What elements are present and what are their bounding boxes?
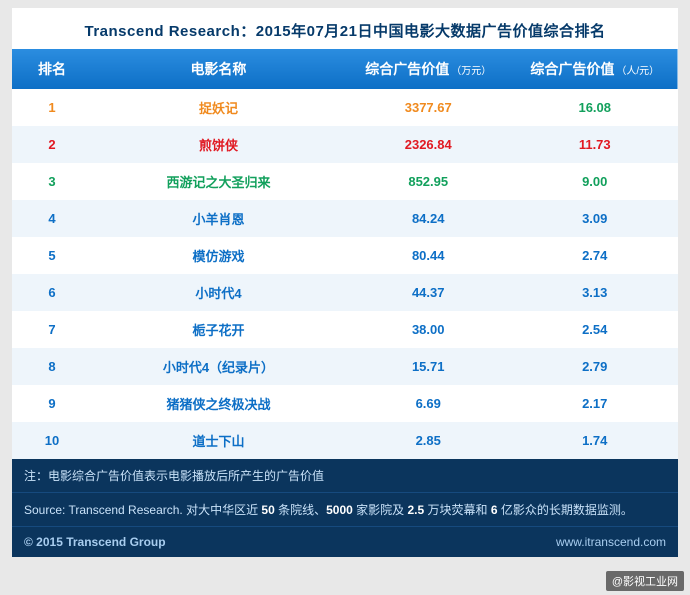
cell-name: 捉妖记 — [92, 89, 345, 126]
table-row: 6小时代444.373.13 — [12, 274, 678, 311]
table-row: 7栀子花开38.002.54 — [12, 311, 678, 348]
cell-value-wan: 84.24 — [345, 200, 512, 237]
cell-rank: 1 — [12, 89, 92, 126]
website-text: www.itranscend.com — [556, 535, 666, 549]
col-val1-unit: （万元） — [451, 66, 491, 77]
cell-rank: 2 — [12, 126, 92, 163]
col-name-header: 电影名称 — [92, 49, 345, 89]
table-row: 1捉妖记3377.6716.08 — [12, 89, 678, 126]
table-row: 4小羊肖恩84.243.09 — [12, 200, 678, 237]
copyright-text: © 2015 Transcend Group — [24, 535, 166, 549]
cell-value-per: 11.73 — [511, 126, 678, 163]
note-text: 注：电影综合广告价值表示电影播放后所产生的广告价值 — [12, 459, 678, 493]
ranking-table: 排名 电影名称 综合广告价值（万元） 综合广告价值（人/元） 1捉妖记3377.… — [12, 49, 678, 557]
cell-rank: 4 — [12, 200, 92, 237]
cell-value-wan: 15.71 — [345, 348, 512, 385]
cell-value-wan: 852.95 — [345, 163, 512, 200]
table-row: 3西游记之大圣归来852.959.00 — [12, 163, 678, 200]
cell-rank: 8 — [12, 348, 92, 385]
cell-value-per: 1.74 — [511, 422, 678, 459]
col-val2-label: 综合广告价值 — [530, 61, 614, 77]
cell-value-wan: 6.69 — [345, 385, 512, 422]
col-val2-unit: （人/元） — [616, 66, 659, 77]
table-row: 2煎饼侠2326.8411.73 — [12, 126, 678, 163]
cell-name: 煎饼侠 — [92, 126, 345, 163]
cell-value-per: 2.54 — [511, 311, 678, 348]
cell-name: 道士下山 — [92, 422, 345, 459]
cell-value-wan: 80.44 — [345, 237, 512, 274]
cell-rank: 5 — [12, 237, 92, 274]
cell-value-wan: 3377.67 — [345, 89, 512, 126]
cell-value-per: 3.13 — [511, 274, 678, 311]
cell-name: 小时代4 — [92, 274, 345, 311]
cell-rank: 9 — [12, 385, 92, 422]
cell-value-per: 2.74 — [511, 237, 678, 274]
watermark: @影视工业网 — [606, 571, 684, 591]
col-val1-label: 综合广告价值 — [365, 61, 449, 77]
source-row: Source: Transcend Research. 对大中华区近 50 条院… — [12, 493, 678, 527]
col-val1-header: 综合广告价值（万元） — [345, 49, 512, 89]
table-row: 5模仿游戏80.442.74 — [12, 237, 678, 274]
source-text: Source: Transcend Research. 对大中华区近 50 条院… — [12, 493, 678, 527]
cell-rank: 7 — [12, 311, 92, 348]
cell-name: 模仿游戏 — [92, 237, 345, 274]
copyright-row: © 2015 Transcend Group www.itranscend.co… — [12, 527, 678, 558]
report-panel: Transcend Research：2015年07月21日中国电影大数据广告价… — [12, 8, 678, 557]
cell-rank: 10 — [12, 422, 92, 459]
cell-rank: 6 — [12, 274, 92, 311]
col-val2-header: 综合广告价值（人/元） — [511, 49, 678, 89]
cell-name: 小时代4（纪录片） — [92, 348, 345, 385]
cell-value-per: 9.00 — [511, 163, 678, 200]
table-row: 10道士下山2.851.74 — [12, 422, 678, 459]
cell-value-wan: 2.85 — [345, 422, 512, 459]
table-row: 9猪猪侠之终极决战6.692.17 — [12, 385, 678, 422]
cell-name: 小羊肖恩 — [92, 200, 345, 237]
cell-rank: 3 — [12, 163, 92, 200]
page-title: Transcend Research：2015年07月21日中国电影大数据广告价… — [12, 8, 678, 49]
table-row: 8小时代4（纪录片）15.712.79 — [12, 348, 678, 385]
cell-value-per: 2.79 — [511, 348, 678, 385]
cell-value-per: 3.09 — [511, 200, 678, 237]
col-rank-header: 排名 — [12, 49, 92, 89]
cell-value-wan: 2326.84 — [345, 126, 512, 163]
cell-value-wan: 38.00 — [345, 311, 512, 348]
cell-value-per: 16.08 — [511, 89, 678, 126]
cell-value-wan: 44.37 — [345, 274, 512, 311]
cell-name: 栀子花开 — [92, 311, 345, 348]
note-row: 注：电影综合广告价值表示电影播放后所产生的广告价值 — [12, 459, 678, 493]
cell-value-per: 2.17 — [511, 385, 678, 422]
cell-name: 西游记之大圣归来 — [92, 163, 345, 200]
cell-name: 猪猪侠之终极决战 — [92, 385, 345, 422]
table-header-row: 排名 电影名称 综合广告价值（万元） 综合广告价值（人/元） — [12, 49, 678, 89]
